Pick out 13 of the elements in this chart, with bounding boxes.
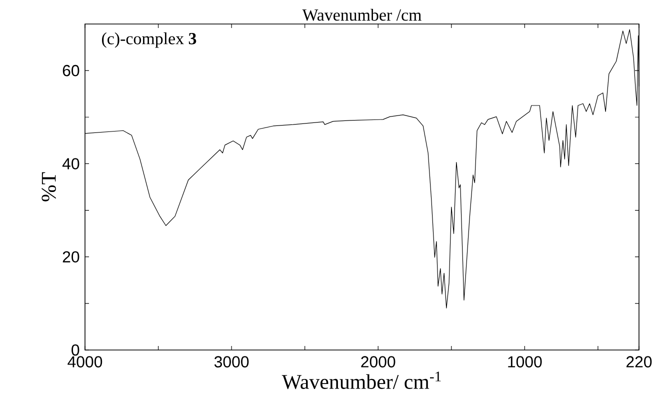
y-tick-label: 20 (62, 251, 80, 262)
y-tick-label: 0 (72, 344, 80, 356)
y-tick-label: 60 (62, 64, 80, 76)
annotation: (c)-complex 3 (102, 32, 196, 48)
y-tick-label: 40 (62, 158, 80, 170)
x-tick-label: 4000 (68, 356, 102, 368)
x-tick-label: 3000 (214, 356, 249, 368)
x-tick-label: 2000 (361, 356, 396, 368)
y-axis-title: %T (42, 172, 56, 202)
x-tick-label: 1000 (508, 356, 542, 368)
x-tick-label: 220 (626, 356, 652, 368)
x-axis-title: Wavenumber/ cm$^{-1}$ (282, 372, 441, 390)
chart-title: Wavenumber /cm (302, 8, 422, 21)
